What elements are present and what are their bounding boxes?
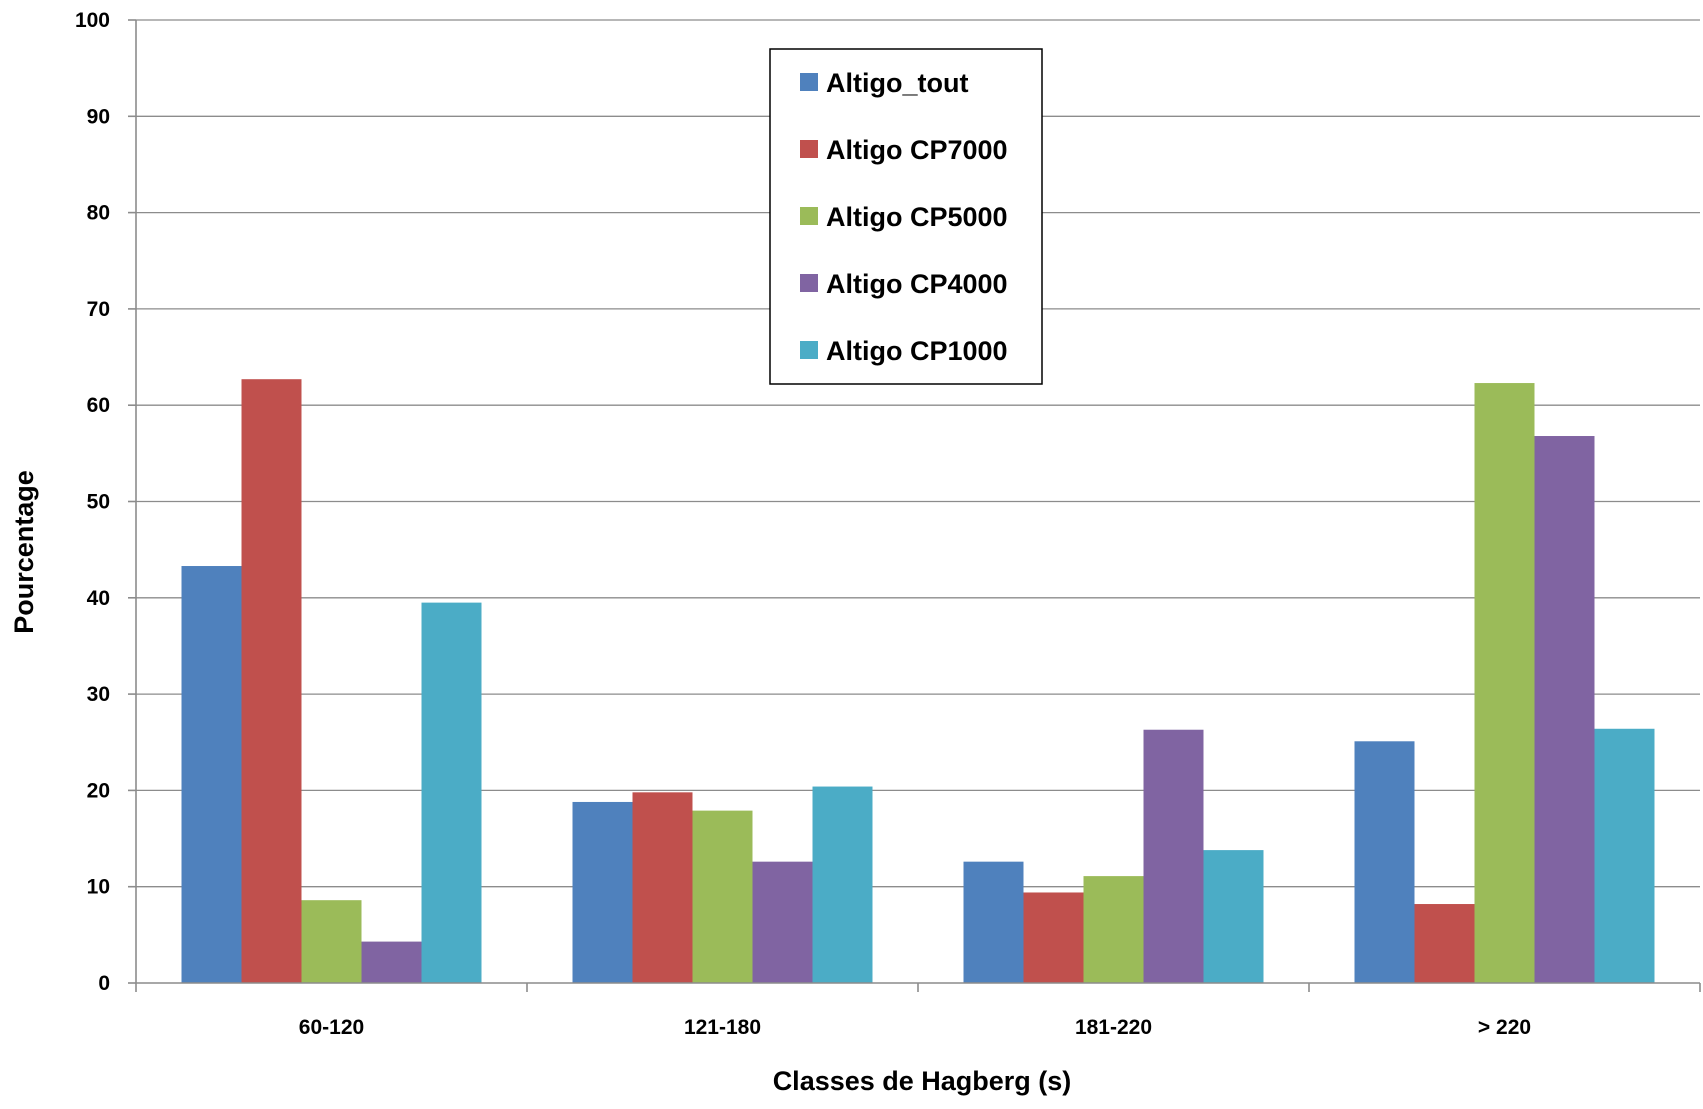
axes xyxy=(128,19,1701,992)
y-tick-label: 20 xyxy=(87,779,110,802)
x-category-label: 60-120 xyxy=(299,1016,364,1039)
bar-altigo-cp1000-0 xyxy=(421,602,482,983)
legend-label: Altigo CP5000 xyxy=(826,202,1008,232)
bar-altigo-cp7000-0 xyxy=(241,379,302,984)
bar-altigo-cp7000-2 xyxy=(1023,892,1084,983)
bar-altigo-cp7000-1 xyxy=(632,792,693,983)
bar-altigo-cp1000-3 xyxy=(1594,728,1655,983)
bar-altigo-cp1000-1 xyxy=(812,786,873,983)
legend-swatch xyxy=(800,341,818,359)
legend-swatch xyxy=(800,274,818,292)
bar-altigo-cp1000-2 xyxy=(1203,850,1264,983)
y-tick-label: 50 xyxy=(87,491,110,514)
x-category-label: > 220 xyxy=(1478,1016,1531,1039)
x-category-label: 181-220 xyxy=(1075,1016,1152,1039)
bar-altigo-tout-0 xyxy=(181,566,242,983)
y-tick-labels: 0 10 20 30 40 50 60 70 80 90 100 xyxy=(75,9,110,995)
bar-altigo-cp4000-2 xyxy=(1143,729,1204,983)
bar-altigo-cp5000-3 xyxy=(1474,383,1535,983)
y-tick-label: 30 xyxy=(87,683,110,706)
legend-swatch xyxy=(800,73,818,91)
y-tick-label: 80 xyxy=(87,202,110,225)
bar-altigo-tout-3 xyxy=(1354,741,1415,983)
bar-altigo-cp4000-0 xyxy=(361,941,422,983)
bar-altigo-cp5000-2 xyxy=(1083,876,1144,983)
legend-label: Altigo CP1000 xyxy=(826,336,1008,366)
bar-altigo-tout-1 xyxy=(572,801,633,983)
bar-altigo-cp4000-1 xyxy=(752,861,813,983)
legend-swatch xyxy=(800,140,818,158)
y-tick-label: 60 xyxy=(87,394,110,417)
x-axis-title: Classes de Hagberg (s) xyxy=(773,1066,1072,1096)
x-category-label: 121-180 xyxy=(684,1016,761,1039)
y-tick-label: 40 xyxy=(87,587,110,610)
y-tick-label: 100 xyxy=(75,9,110,32)
bar-altigo-cp5000-1 xyxy=(692,810,753,983)
y-tick-label: 10 xyxy=(87,876,110,899)
legend: Altigo_tout Altigo CP7000 Altigo CP5000 Alt… xyxy=(769,48,1043,385)
bar-altigo-cp5000-0 xyxy=(301,900,362,983)
bar-altigo-cp4000-3 xyxy=(1534,436,1595,983)
bars xyxy=(181,379,1655,984)
legend-swatch xyxy=(800,207,818,225)
y-tick-label: 0 xyxy=(98,972,110,995)
legend-label: Altigo CP7000 xyxy=(826,135,1008,165)
bar-altigo-tout-2 xyxy=(963,861,1024,983)
bar-altigo-cp7000-3 xyxy=(1414,904,1475,983)
y-axis-title: Pourcentage xyxy=(9,470,39,634)
legend-label: Altigo_tout xyxy=(826,68,968,98)
legend-label: Altigo CP4000 xyxy=(826,269,1008,299)
x-category-labels: 60-120 121-180 181-220 > 220 xyxy=(299,1016,1531,1039)
y-tick-label: 90 xyxy=(87,105,110,128)
y-tick-label: 70 xyxy=(87,298,110,321)
